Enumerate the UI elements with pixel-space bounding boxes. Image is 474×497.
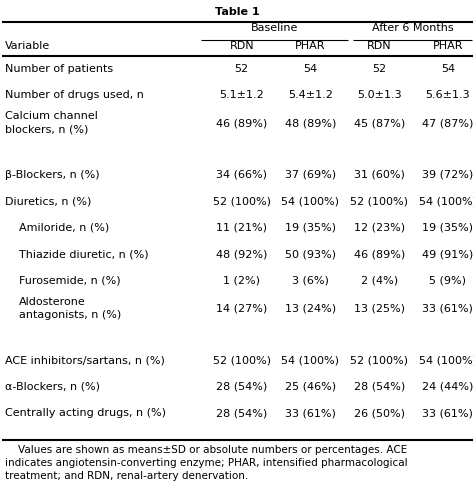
Text: 39 (72%): 39 (72%)	[422, 170, 474, 180]
Text: 52 (100%): 52 (100%)	[213, 196, 271, 206]
Text: ACE inhibitors/sartans, n (%): ACE inhibitors/sartans, n (%)	[5, 355, 164, 365]
Text: 33 (61%): 33 (61%)	[422, 409, 474, 418]
Text: 52 (100%): 52 (100%)	[350, 355, 408, 365]
Text: PHAR: PHAR	[433, 41, 463, 51]
Text: 54 (100%): 54 (100%)	[282, 355, 339, 365]
Text: 54 (100%): 54 (100%)	[419, 196, 474, 206]
Text: 5 (9%): 5 (9%)	[429, 276, 466, 286]
Text: After 6 Months: After 6 Months	[372, 23, 453, 33]
Text: 19 (35%): 19 (35%)	[422, 223, 474, 233]
Text: 3 (6%): 3 (6%)	[292, 276, 329, 286]
Text: Baseline: Baseline	[251, 23, 299, 33]
Text: RDN: RDN	[367, 41, 392, 51]
Text: 19 (35%): 19 (35%)	[285, 223, 336, 233]
Text: Amiloride, n (%): Amiloride, n (%)	[19, 223, 109, 233]
Text: 5.4±1.2: 5.4±1.2	[288, 90, 333, 100]
Text: 14 (27%): 14 (27%)	[216, 304, 267, 314]
Text: 28 (54%): 28 (54%)	[216, 382, 267, 392]
Text: Variable: Variable	[5, 41, 50, 51]
Text: 13 (24%): 13 (24%)	[285, 304, 336, 314]
Text: 5.0±1.3: 5.0±1.3	[357, 90, 401, 100]
Text: 28 (54%): 28 (54%)	[216, 409, 267, 418]
Text: 50 (93%): 50 (93%)	[285, 249, 336, 259]
Text: 52: 52	[235, 64, 249, 74]
Text: 48 (92%): 48 (92%)	[216, 249, 267, 259]
Text: 1 (2%): 1 (2%)	[223, 276, 260, 286]
Text: 49 (91%): 49 (91%)	[422, 249, 474, 259]
Text: Number of patients: Number of patients	[5, 64, 113, 74]
Text: Values are shown as means±SD or absolute numbers or percentages. ACE
indicates a: Values are shown as means±SD or absolute…	[5, 445, 407, 481]
Text: 28 (54%): 28 (54%)	[354, 382, 405, 392]
Text: 5.1±1.2: 5.1±1.2	[219, 90, 264, 100]
Text: 37 (69%): 37 (69%)	[285, 170, 336, 180]
Text: 33 (61%): 33 (61%)	[422, 304, 474, 314]
Text: Number of drugs used, n: Number of drugs used, n	[5, 90, 144, 100]
Text: 52 (100%): 52 (100%)	[350, 196, 408, 206]
Text: Aldosterone
antagonists, n (%): Aldosterone antagonists, n (%)	[19, 297, 121, 320]
Text: Furosemide, n (%): Furosemide, n (%)	[19, 276, 120, 286]
Text: PHAR: PHAR	[295, 41, 326, 51]
Text: 25 (46%): 25 (46%)	[285, 382, 336, 392]
Text: Table 1: Table 1	[215, 7, 259, 17]
Text: 11 (21%): 11 (21%)	[216, 223, 267, 233]
Text: 48 (89%): 48 (89%)	[285, 118, 336, 128]
Text: 47 (87%): 47 (87%)	[422, 118, 474, 128]
Text: 24 (44%): 24 (44%)	[422, 382, 474, 392]
Text: Calcium channel
blockers, n (%): Calcium channel blockers, n (%)	[5, 111, 98, 135]
Text: 54 (100%): 54 (100%)	[282, 196, 339, 206]
Text: 54: 54	[441, 64, 455, 74]
Text: Thiazide diuretic, n (%): Thiazide diuretic, n (%)	[19, 249, 148, 259]
Text: β-Blockers, n (%): β-Blockers, n (%)	[5, 170, 100, 180]
Text: 13 (25%): 13 (25%)	[354, 304, 405, 314]
Text: 12 (23%): 12 (23%)	[354, 223, 405, 233]
Text: 54: 54	[303, 64, 318, 74]
Text: 52: 52	[372, 64, 386, 74]
Text: Centrally acting drugs, n (%): Centrally acting drugs, n (%)	[5, 409, 166, 418]
Text: 31 (60%): 31 (60%)	[354, 170, 405, 180]
Text: 45 (87%): 45 (87%)	[354, 118, 405, 128]
Text: 33 (61%): 33 (61%)	[285, 409, 336, 418]
Text: 2 (4%): 2 (4%)	[361, 276, 398, 286]
Text: 52 (100%): 52 (100%)	[213, 355, 271, 365]
Text: 54 (100%): 54 (100%)	[419, 355, 474, 365]
Text: 5.6±1.3: 5.6±1.3	[426, 90, 470, 100]
Text: α-Blockers, n (%): α-Blockers, n (%)	[5, 382, 100, 392]
Text: 26 (50%): 26 (50%)	[354, 409, 405, 418]
Text: 34 (66%): 34 (66%)	[216, 170, 267, 180]
Text: 46 (89%): 46 (89%)	[216, 118, 267, 128]
Text: Diuretics, n (%): Diuretics, n (%)	[5, 196, 91, 206]
Text: 46 (89%): 46 (89%)	[354, 249, 405, 259]
Text: RDN: RDN	[229, 41, 254, 51]
